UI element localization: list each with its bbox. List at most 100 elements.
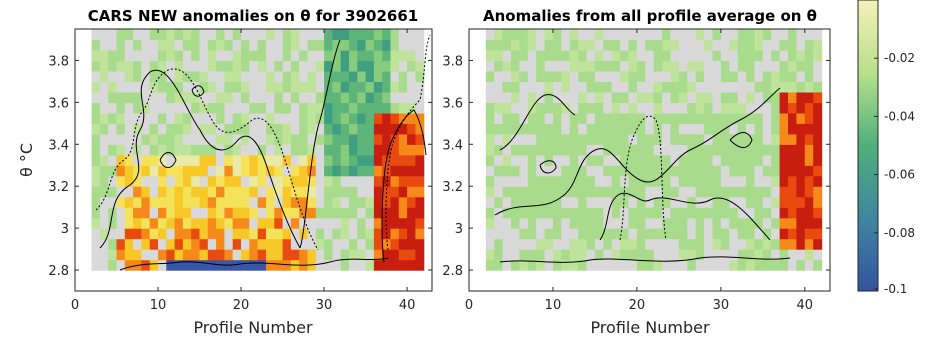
heatmap-cell [687,175,697,187]
heatmap-cell [290,102,300,114]
heatmap-cell [365,91,375,103]
heatmap-cell [349,186,358,198]
heatmap-cell [746,91,755,103]
heatmap-cell [494,259,504,271]
heatmap-cell [182,144,192,156]
heatmap-cell [678,81,688,93]
heatmap-cell [99,70,109,82]
heatmap-cell [407,60,416,72]
heatmap-cell [149,39,159,51]
heatmap-cell [116,207,126,219]
heatmap-cell [207,81,217,93]
heatmap-cell [282,217,292,229]
heatmap-cell [91,81,101,93]
heatmap-cell [149,123,159,135]
heatmap-cell [594,39,604,51]
heatmap-cell [357,50,367,62]
heatmap-cell [108,154,118,166]
heatmap-cell [519,60,529,72]
heatmap-cell [544,91,554,103]
heatmap-cell [662,154,672,166]
heatmap-cell [407,91,416,103]
heatmap-cell [687,81,697,93]
heatmap-cell [216,29,225,41]
heatmap-cell [232,249,242,261]
heatmap-cell [746,249,755,261]
heatmap-cell [653,165,663,177]
heatmap-cell [720,70,730,82]
heatmap-cell [274,29,284,41]
heatmap-cell [586,238,596,250]
heatmap-cell [712,91,722,103]
heatmap-cell [620,175,630,187]
heatmap-cell [746,217,755,229]
heatmap-cell [124,60,134,72]
heatmap-cell [603,207,613,219]
heatmap-cell [519,29,529,41]
heatmap-cell [603,165,613,177]
heatmap-cell [357,29,367,41]
heatmap-cell [771,112,781,124]
heatmap-cell [357,186,367,198]
heatmap-cell [141,196,151,208]
heatmap-cell [415,102,425,114]
heatmap-cell [166,186,176,198]
heatmap-cell [116,112,126,124]
heatmap-cell [519,259,529,271]
heatmap-cell [645,50,655,62]
heatmap-cell [241,70,250,82]
heatmap-cell [307,91,317,103]
heatmap-cell [174,154,184,166]
heatmap-cell [373,123,383,135]
heatmap-cell [141,123,151,135]
heatmap-cell [561,154,571,166]
heatmap-cell [737,29,747,41]
heatmap-cell [636,29,646,41]
heatmap-cell [116,196,126,208]
heatmap-cell [603,186,613,198]
heatmap-cell [91,175,101,187]
heatmap-cell [788,259,797,271]
heatmap-cell [737,144,747,156]
heatmap-cell [365,249,375,261]
heatmap-cell [553,102,562,114]
heatmap-cell [232,144,242,156]
heatmap-cell [645,228,655,240]
heatmap-cell [141,50,151,62]
heatmap-cell [373,207,383,219]
heatmap-cell [695,196,705,208]
heatmap-cell [536,207,546,219]
heatmap-cell [158,29,167,41]
y-tick-label: 3.2 [442,180,463,195]
heatmap-cell [695,249,705,261]
heatmap-cell [232,60,242,72]
heatmap-cell [628,91,638,103]
heatmap-cell [124,123,134,135]
heatmap-cell [158,102,167,114]
heatmap-cell [502,228,512,240]
heatmap-cell [357,228,367,240]
heatmap-cell [415,249,425,261]
heatmap-cell [561,165,571,177]
heatmap-cell [762,144,772,156]
heatmap-cell [544,238,554,250]
heatmap-cell [149,50,159,62]
heatmap-cell [695,70,705,82]
heatmap-cell [315,196,325,208]
heatmap-cell [762,228,772,240]
heatmap-cell [729,154,739,166]
heatmap-cell [116,39,126,51]
heatmap-cell [290,39,300,51]
heatmap-cell [594,133,604,145]
heatmap-cell [141,217,151,229]
heatmap-cell [502,123,512,135]
heatmap-cell [813,102,823,114]
heatmap-cell [813,217,823,229]
heatmap-cell [796,50,806,62]
heatmap-cell [695,165,705,177]
heatmap-cell [199,238,209,250]
heatmap-cell [282,112,292,124]
heatmap-cell [99,207,109,219]
heatmap-cell [804,228,814,240]
heatmap-cell [586,29,596,41]
